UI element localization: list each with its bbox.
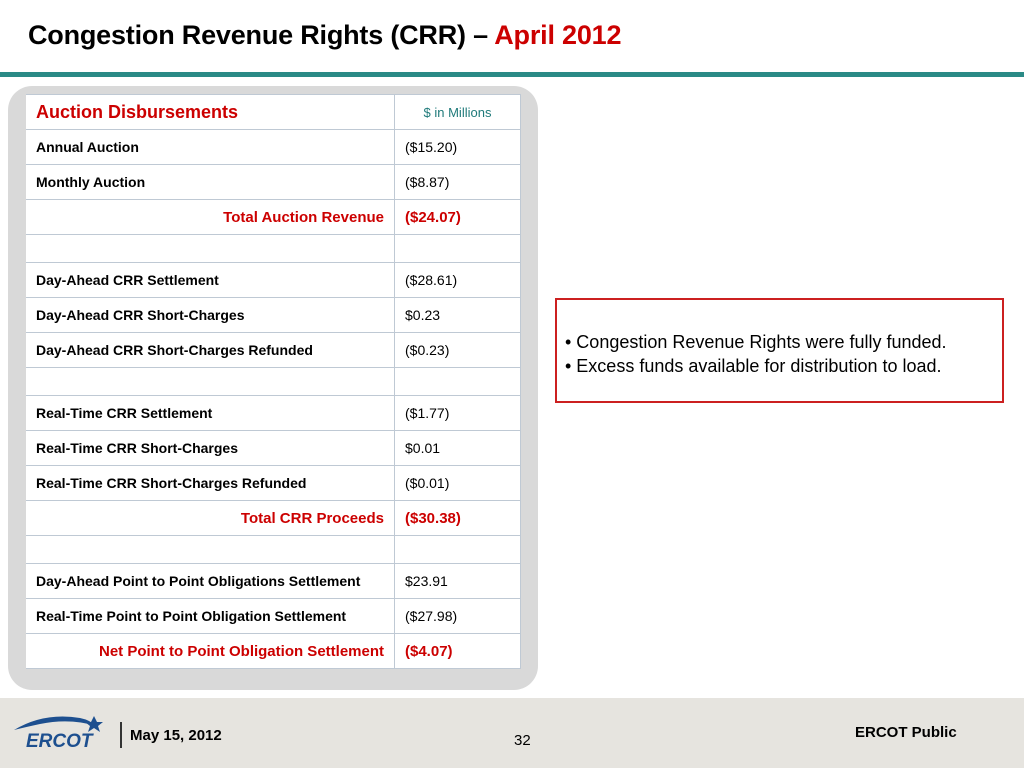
row-label: Day-Ahead CRR Short-Charges: [26, 297, 395, 333]
slide-title: Congestion Revenue Rights (CRR) – April …: [28, 20, 622, 51]
total-label: Total Auction Revenue: [26, 199, 395, 235]
table-row: Day-Ahead CRR Short-Charges $0.23: [26, 297, 521, 333]
row-value: [394, 234, 521, 263]
logo-text: ERCOT: [26, 731, 94, 752]
row-value: ($0.01): [394, 465, 521, 501]
total-value: ($24.07): [394, 199, 521, 235]
row-label: Day-Ahead Point to Point Obligations Set…: [26, 563, 395, 599]
note-line: • Congestion Revenue Rights were fully f…: [565, 332, 947, 352]
row-value: ($28.61): [394, 262, 521, 298]
classification-label: ERCOT Public: [855, 724, 957, 741]
row-value: $23.91: [394, 563, 521, 599]
row-label: Day-Ahead CRR Settlement: [26, 262, 395, 298]
table-row: Monthly Auction ($8.87): [26, 164, 521, 200]
row-label: Real-Time Point to Point Obligation Sett…: [26, 598, 395, 634]
row-label: Real-Time CRR Short-Charges: [26, 430, 395, 466]
row-label: Real-Time CRR Short-Charges Refunded: [26, 465, 395, 501]
row-value: ($1.77): [394, 395, 521, 431]
auction-disbursements-table: Auction Disbursements $ in Millions Annu…: [26, 94, 521, 669]
page-number: 32: [514, 732, 531, 749]
total-value: ($30.38): [394, 500, 521, 536]
total-row: Total Auction Revenue ($24.07): [26, 199, 521, 235]
note-line: • Excess funds available for distributio…: [565, 356, 942, 376]
total-row: Net Point to Point Obligation Settlement…: [26, 633, 521, 669]
table-row: Real-Time CRR Settlement ($1.77): [26, 395, 521, 431]
total-value: ($4.07): [394, 633, 521, 669]
table-header-row: Auction Disbursements $ in Millions: [26, 94, 521, 130]
row-value: ($15.20): [394, 129, 521, 165]
funding-note-box: • Congestion Revenue Rights were fully f…: [555, 298, 1004, 403]
table-row: Real-Time CRR Short-Charges Refunded ($0…: [26, 465, 521, 501]
row-label: Annual Auction: [26, 129, 395, 165]
title-date: April 2012: [494, 20, 622, 50]
row-value: ($0.23): [394, 332, 521, 368]
row-label: [26, 535, 395, 564]
row-value: ($8.87): [394, 164, 521, 200]
row-label: Monthly Auction: [26, 164, 395, 200]
row-value: [394, 535, 521, 564]
logo-star: [85, 716, 103, 732]
row-label: [26, 234, 395, 263]
row-value: $0.23: [394, 297, 521, 333]
table-row: Real-Time CRR Short-Charges $0.01: [26, 430, 521, 466]
title-divider: [0, 72, 1024, 77]
table-row: Day-Ahead CRR Short-Charges Refunded ($0…: [26, 332, 521, 368]
table-row: Day-Ahead CRR Settlement ($28.61): [26, 262, 521, 298]
logo-swoosh: [14, 716, 96, 730]
row-label: [26, 367, 395, 396]
table-row: Annual Auction ($15.20): [26, 129, 521, 165]
row-value: $0.01: [394, 430, 521, 466]
blank-row: [26, 535, 521, 564]
table-row: Real-Time Point to Point Obligation Sett…: [26, 598, 521, 634]
row-label: Real-Time CRR Settlement: [26, 395, 395, 431]
ercot-logo: ERCOT: [14, 716, 103, 752]
row-value: [394, 367, 521, 396]
total-label: Total CRR Proceeds: [26, 500, 395, 536]
blank-row: [26, 367, 521, 396]
row-value: ($27.98): [394, 598, 521, 634]
table-header-label: Auction Disbursements: [26, 94, 395, 130]
row-label: Day-Ahead CRR Short-Charges Refunded: [26, 332, 395, 368]
title-main: Congestion Revenue Rights (CRR) –: [28, 20, 488, 50]
table-row: Day-Ahead Point to Point Obligations Set…: [26, 563, 521, 599]
footer-bar: [0, 698, 1024, 768]
table-header-unit: $ in Millions: [394, 94, 521, 130]
footer-separator: [120, 722, 122, 748]
total-label: Net Point to Point Obligation Settlement: [26, 633, 395, 669]
blank-row: [26, 234, 521, 263]
footer-date: May 15, 2012: [130, 727, 222, 744]
total-row: Total CRR Proceeds ($30.38): [26, 500, 521, 536]
